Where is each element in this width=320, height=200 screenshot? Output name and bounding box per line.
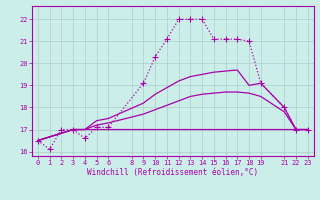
X-axis label: Windchill (Refroidissement éolien,°C): Windchill (Refroidissement éolien,°C): [87, 168, 258, 177]
